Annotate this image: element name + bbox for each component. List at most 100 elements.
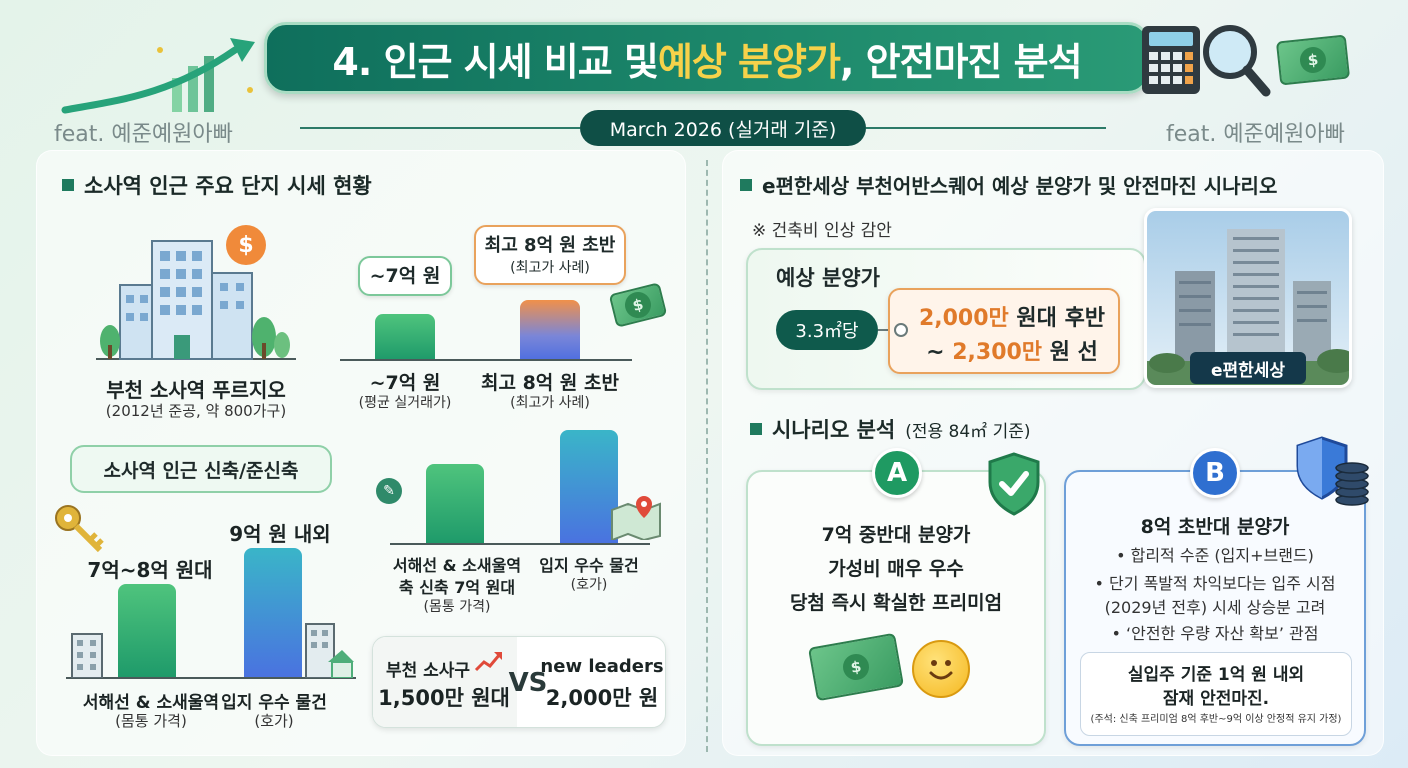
feat-right: feat. 예준예원아빠 [1166,122,1345,147]
unit-pill: 3.3㎡당 [776,310,878,350]
price-line-1: 2,000만 원대 후반 [912,300,1112,332]
vs-left-1: 부천 소사구 [385,661,471,681]
title-post: , 안전마진 분석 [839,39,1083,84]
margin-box [1080,652,1352,736]
bar1-sub: (평균 실거래가) [358,395,452,411]
bullet-square [750,423,762,435]
bar5-label-1: 서해선 & 소새울역 [392,556,522,575]
scenario-b-bullet1: • 합리적 수준 (입지+브랜드) [1116,546,1314,565]
price-1-num: 2,000만 [918,306,1009,331]
bar-avg-price [375,314,435,360]
shield-coins-icon [1294,436,1370,508]
scenario-a-line3: 당첨 즉시 확실한 프리미엄 [789,592,1003,614]
bar-new-body [118,584,176,678]
complex-name: 부천 소사역 푸르지오 [106,378,286,402]
title-highlight: 예상 분양가 [657,39,841,84]
bar5-label-2: 축 신축 7억 원대 [398,578,516,597]
date-line-right [866,127,1106,129]
scenario-title: 시나리오 분석 (전용 84㎡ 기준) [750,414,1031,444]
vs-right-2: 2,000만 원 [545,686,659,710]
connector-dot [894,323,908,337]
price-2-rest: 원 선 [1042,340,1098,365]
title-pre: 4. 인근 시세 비교 및 [332,39,659,84]
feat-left: feat. 예준예원아빠 [54,122,233,147]
bar4-label: 입지 우수 물건 [221,693,327,713]
margin-box-1: 실입주 기준 1억 원 내외 [1127,665,1305,685]
margin-footnote: (주석: 신축 프리미엄 8억 후반~9억 이상 안정적 유지 가정) [1090,714,1342,725]
photo-label: e편한세상 [1190,352,1306,384]
bubble-max-sub: (최고가 사례) [510,260,590,276]
scenario-b-bullet3: • ‘안전한 우량 자산 확보’ 관점 [1111,624,1319,643]
scenario-a-badge: A [872,448,922,498]
bar4-sub: (호가) [254,712,294,730]
note: ※ 건축비 인상 감안 [752,221,892,241]
price-line-2: ~ 2,300만 원 선 [912,334,1112,366]
left-section-title-text: 소사역 인근 주요 단지 시세 현황 [84,174,372,198]
bullet-square [740,178,752,191]
money-icon: $ [1275,34,1351,86]
bubble-avg: ~7억 원 [358,256,452,296]
bar-max-price [520,300,580,360]
vs-left-2: 1,500만 원대 [378,686,510,710]
price-title: 예상 분양가 [776,266,880,290]
scenario-a-line1: 7억 중반대 분양가 [821,524,971,546]
house-icon [304,622,354,679]
page-title: 4. 인근 시세 비교 및 예상 분양가, 안전마진 분석 [264,22,1150,94]
bar-new-prime [244,548,302,678]
bar6-sub: (호가) [570,577,608,593]
bar3-label: 서해선 & 소새울역 [82,693,220,713]
complex-sub: (2012년 준공, 약 800가구) [105,402,287,420]
map-pin-icon [608,492,664,542]
val-7-8: 7억~8억 원대 [87,558,213,582]
date-line-left [300,127,580,129]
scenario-title-text: 시나리오 분석 [772,418,896,442]
scenario-a-line2: 가성비 매우 우수 [828,558,964,580]
calculator-icon [1140,24,1204,96]
bubble-max: 최고 8억 원 초반 (최고가 사례) [474,225,626,285]
bar5-sub: (몸통 가격) [423,599,491,615]
left-section-title: 소사역 인근 주요 단지 시세 현황 [62,170,372,200]
key-icon [50,500,110,560]
scenario-sub: (전용 84㎡ 기준) [905,421,1031,442]
scenario-b-bullet2b: (2029년 전후) 시세 상승분 고려 [1104,598,1326,617]
chart-baseline-2 [66,677,356,679]
building-icon [96,225,296,365]
panel-divider [706,160,708,752]
bullet-square [62,179,74,191]
bar6-label: 입지 우수 물건 [539,556,639,575]
price-bubble-icon: $ [226,225,266,265]
vs-label: VS [508,668,548,698]
vs-right-1: new leaders [540,656,664,677]
bar2-sub: (최고가 사례) [510,395,590,411]
chart-baseline [340,359,632,361]
right-section-title-text: e편한세상 부천어반스퀘어 예상 분양가 및 안전마진 시나리오 [762,174,1278,198]
smile-icon [912,640,970,698]
price-2-num: 2,300만 [952,340,1043,365]
margin-box-2: 잠재 안전마진. [1162,689,1270,709]
shield-check-icon [986,452,1042,516]
edit-icon: ✎ [376,478,402,504]
right-section-title: e편한세상 부천어반스퀘어 예상 분양가 및 안전마진 시나리오 [740,170,1277,199]
date-badge: March 2026 (실거래 기준) [580,110,866,146]
chart-baseline-3 [390,543,650,545]
price-value-box [888,288,1120,374]
price-1-rest: 원대 후반 [1008,306,1106,331]
val-9: 9억 원 내외 [229,522,331,546]
trend-arrow-icon [60,30,260,120]
bubble-max-label: 최고 8억 원 초반 [484,235,616,256]
bar-prime-ask [560,430,618,544]
price-2-pre: ~ [926,340,953,365]
magnifier-icon [1198,20,1272,100]
small-building-icon [70,632,104,679]
scenario-b-badge: B [1190,448,1240,498]
bar2-label: 최고 8억 원 초반 [481,372,619,394]
new-build-pill: 소사역 인근 신축/준신축 [70,445,332,493]
building-photo [1144,208,1352,388]
vs-left-bg [373,637,517,727]
bar-new-7 [426,464,484,544]
scenario-b-bullet2a: • 단기 폭발적 차익보다는 입주 시점 [1094,574,1336,593]
scenario-b-title: 8억 초반대 분양가 [1140,516,1290,538]
bar3-sub: (몸통 가격) [115,712,187,730]
chart-up-icon [474,650,504,674]
bar1-label: ~7억 원 [369,372,441,394]
